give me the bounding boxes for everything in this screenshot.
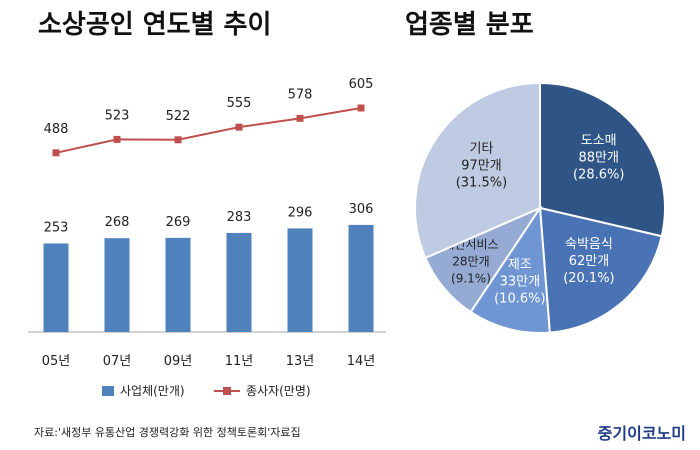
x-tick-label: 09년 — [164, 354, 193, 369]
pie-label-value: 88만개 — [578, 150, 618, 165]
bar-14년 — [348, 224, 374, 332]
source-note: 자료:'새정부 유통산업 경쟁력강화 위한 정책토론회'자료집 — [34, 426, 301, 439]
x-tick-label: 13년 — [286, 354, 315, 369]
pie-label-percent: (10.6%) — [494, 291, 545, 306]
brand-logo: 중기이코노미 — [597, 424, 686, 443]
workers-value-label: 523 — [105, 108, 130, 123]
line-legend-swatch — [214, 386, 240, 396]
workers-point-09년 — [174, 136, 182, 144]
workers-line — [55, 107, 362, 154]
workers-point-13년 — [296, 114, 304, 122]
legend-businesses[interactable]: 사업체(만개) — [102, 382, 185, 399]
pie-slice-기타 — [414, 81, 541, 260]
pie-slice-제조 — [469, 205, 551, 334]
legend-label-workers: 종사자(만명) — [246, 384, 311, 398]
bar-value-label: 306 — [349, 202, 374, 217]
pie-label-value: 97만개 — [461, 159, 501, 174]
workers-point-05년 — [52, 149, 60, 157]
pie-label-name: 숙박음식 — [565, 237, 613, 252]
workers-value-label: 522 — [166, 109, 191, 124]
bar-value-label: 283 — [227, 210, 252, 225]
workers-value-label: 578 — [288, 87, 313, 102]
x-tick-label: 11년 — [225, 354, 254, 369]
bar-05년 — [43, 243, 69, 332]
pie-label-percent: (31.5%) — [456, 176, 507, 191]
pie-label-name: 기타 — [469, 142, 493, 157]
workers-value-label: 488 — [44, 122, 69, 137]
bar-legend-swatch — [102, 385, 114, 396]
x-tick-label: 07년 — [103, 354, 132, 369]
bar-09년 — [165, 237, 191, 332]
x-tick-label: 05년 — [42, 354, 71, 369]
pie-slice-도소매 — [539, 81, 666, 238]
pie-label-percent: (20.1%) — [563, 271, 614, 286]
bar-value-label: 296 — [288, 205, 313, 220]
pie-chart-title: 업종별 분포 — [405, 10, 534, 40]
pie-slice-숙박음식 — [538, 206, 663, 334]
bar-value-label: 269 — [166, 215, 191, 230]
pie-label-percent: (9.1%) — [451, 272, 491, 286]
workers-value-label: 605 — [349, 77, 374, 92]
workers-point-07년 — [113, 135, 121, 143]
legend-label-businesses: 사업체(만개) — [120, 384, 185, 398]
bar-value-label: 253 — [44, 220, 69, 235]
pie-label-name: 도소매 — [581, 133, 617, 148]
bar-value-label: 268 — [105, 215, 130, 230]
pie-label-value: 28만개 — [452, 255, 489, 269]
pie-label-name: 제조 — [508, 257, 532, 272]
workers-value-label: 555 — [227, 96, 252, 111]
bar-11년 — [226, 232, 252, 332]
bar-13년 — [287, 228, 313, 332]
pie-label-percent: (28.6%) — [573, 167, 624, 182]
pie-label-value: 33만개 — [500, 274, 540, 289]
trend-chart-title: 소상공인 연도별 추이 — [38, 10, 272, 40]
x-tick-label: 14년 — [347, 354, 376, 369]
pie-label-value: 62만개 — [569, 254, 609, 269]
workers-point-14년 — [357, 104, 365, 112]
bar-07년 — [104, 238, 130, 332]
legend-workers[interactable]: 종사자(만명) — [214, 382, 311, 399]
workers-point-11년 — [235, 123, 243, 131]
